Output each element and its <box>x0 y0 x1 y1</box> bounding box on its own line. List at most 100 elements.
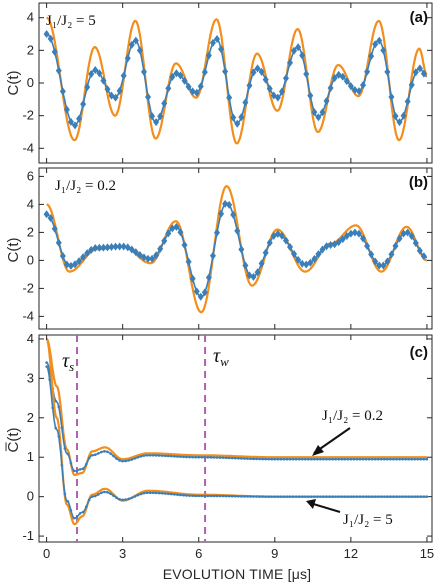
data-point <box>157 244 164 253</box>
data-point <box>176 455 179 458</box>
data-point <box>238 113 245 122</box>
data-point <box>307 258 314 267</box>
data-point <box>364 242 371 251</box>
data-point <box>121 459 124 463</box>
data-point <box>288 457 292 461</box>
data-point <box>335 238 342 247</box>
tau-s-label: τs <box>62 350 74 374</box>
data-point <box>59 252 66 261</box>
data-point <box>51 224 58 233</box>
data-point <box>266 238 273 247</box>
data-point <box>54 426 58 430</box>
data-point <box>410 495 414 498</box>
data-point <box>63 492 67 496</box>
data-point <box>188 455 191 459</box>
tau-w-label: τw <box>213 345 229 369</box>
data-point <box>303 495 307 498</box>
data-point <box>227 456 231 460</box>
data-point <box>404 228 411 237</box>
data-point <box>328 457 331 461</box>
data-point <box>273 495 277 498</box>
data-point <box>420 69 427 78</box>
data-point <box>173 222 180 231</box>
data-point <box>388 92 395 101</box>
data-point <box>103 450 106 453</box>
data-point <box>189 274 196 283</box>
data-point <box>124 54 131 63</box>
data-point <box>51 47 58 56</box>
data-point <box>203 494 207 498</box>
data-point <box>57 435 61 438</box>
annotation-ratio-0.2: J₁/J₂ = 0.2 <box>322 408 383 424</box>
data-point <box>104 243 111 252</box>
data-point <box>282 495 286 498</box>
data-point <box>384 257 391 266</box>
data-point <box>234 119 241 128</box>
panel-b-annotation: J₁/J₂ = 0.2 <box>55 178 116 194</box>
data-point <box>367 495 371 498</box>
panel-c-plot <box>45 335 429 542</box>
data-point <box>185 82 192 91</box>
data-point <box>389 495 392 498</box>
ytick-label: 4 <box>27 10 34 25</box>
panel-c: 4 3 2 1 0 -1 C̅(t) τs τw (c) J₁/J₂ = 0.2 J₁/J… <box>5 331 433 543</box>
data-point <box>109 492 112 495</box>
panel-b: 6 4 2 0 -2 -4 C(t) J₁/J₂ = 0.2 (b) <box>5 167 433 330</box>
data-point <box>267 495 271 498</box>
data-point <box>185 494 188 497</box>
data-point <box>331 495 334 498</box>
data-point <box>133 495 137 498</box>
data-point <box>379 495 383 498</box>
data-point <box>243 457 246 460</box>
data-point <box>307 91 314 100</box>
data-point <box>240 495 243 498</box>
data-point <box>142 491 146 495</box>
data-point <box>226 93 233 102</box>
data-point <box>84 462 88 466</box>
data-point <box>179 493 182 497</box>
data-point <box>218 45 225 54</box>
data-point <box>230 494 234 498</box>
data-point <box>69 461 73 465</box>
data-point <box>63 447 67 450</box>
data-point <box>90 453 94 457</box>
data-point <box>233 494 237 498</box>
data-point <box>60 463 64 467</box>
data-point <box>209 38 216 47</box>
data-point <box>270 457 274 461</box>
panel-b-tag: (b) <box>409 174 428 191</box>
xtick-label: 6 <box>195 546 202 561</box>
data-point <box>343 77 350 86</box>
data-point <box>153 118 160 127</box>
data-point <box>160 491 164 495</box>
data-point <box>376 495 380 498</box>
data-point <box>299 259 306 268</box>
data-point <box>76 257 83 266</box>
data-point <box>112 454 115 458</box>
data-point <box>294 495 298 498</box>
data-point <box>331 457 334 461</box>
data-point <box>84 505 88 509</box>
data-point <box>355 495 359 498</box>
data-point <box>221 456 225 459</box>
data-point <box>124 498 128 501</box>
panel-a-ylabel: C(t) <box>5 71 22 96</box>
data-point <box>165 84 172 93</box>
data-point <box>87 456 91 460</box>
xtick-label: 0 <box>43 546 50 561</box>
data-point <box>311 254 318 263</box>
data-point <box>136 46 143 55</box>
ytick-label: 4 <box>27 196 34 211</box>
data-point <box>205 273 212 282</box>
data-point <box>93 494 97 498</box>
data-point <box>80 100 87 109</box>
data-point <box>87 498 91 502</box>
data-point <box>303 69 310 78</box>
data-point <box>100 76 107 85</box>
data-point <box>425 457 429 461</box>
data-point <box>349 495 353 498</box>
data-point <box>238 245 245 254</box>
data-point <box>132 248 139 257</box>
data-point <box>376 457 380 461</box>
data-point <box>297 495 301 498</box>
